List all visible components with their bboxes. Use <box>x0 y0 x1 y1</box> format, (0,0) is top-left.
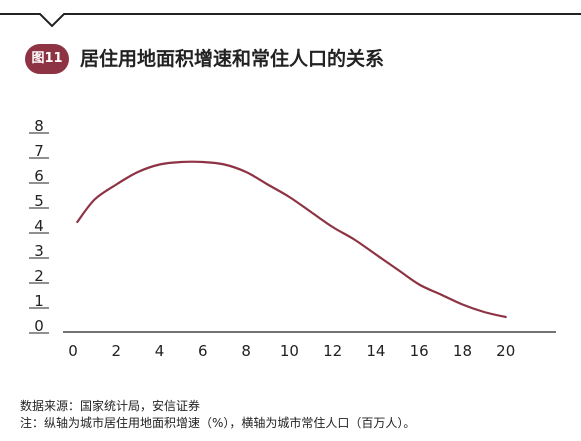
y-tick-label: 3 <box>34 242 44 260</box>
header-rule-line <box>0 13 581 28</box>
x-tick-label: 8 <box>241 342 251 360</box>
x-tick-label: 6 <box>198 342 208 360</box>
y-tick-label: 0 <box>34 317 44 335</box>
x-tick-label: 14 <box>366 342 385 360</box>
y-tick-label: 6 <box>34 167 44 185</box>
x-tick-label: 10 <box>280 342 299 360</box>
x-tick-label: 16 <box>410 342 429 360</box>
x-tick-label: 0 <box>68 342 78 360</box>
x-tick-label: 2 <box>111 342 121 360</box>
y-tick-label: 2 <box>34 267 44 285</box>
y-tick-label: 5 <box>34 192 44 210</box>
x-tick-label: 4 <box>155 342 165 360</box>
chart-title: 居住用地面积增速和常住人口的关系 <box>80 48 385 70</box>
y-tick-label: 4 <box>34 217 44 235</box>
figure-badge: 图11 <box>25 44 69 74</box>
x-tick-label: 12 <box>323 342 342 360</box>
y-tick-label: 1 <box>34 292 44 310</box>
y-tick-label: 7 <box>34 142 44 160</box>
series-line <box>76 160 507 319</box>
series-group <box>76 160 507 319</box>
y-tick-label: 8 <box>34 117 44 135</box>
notes: 数据来源：国家统计局，安信证券 注：纵轴为城市居住用地面积增速（%），横轴为城市… <box>20 398 415 432</box>
x-tick-label: 18 <box>453 342 472 360</box>
source-note: 数据来源：国家统计局，安信证券 <box>20 399 201 413</box>
footnote: 注：纵轴为城市居住用地面积增速（%），横轴为城市常住人口（百万人）。 <box>20 416 416 430</box>
header-rule <box>0 13 581 28</box>
x-axis: 0 2 4 6 8 10 12 14 16 18 20 <box>63 331 556 360</box>
x-tick-label: 20 <box>496 342 515 360</box>
y-axis: 0 1 2 3 4 5 6 7 8 <box>29 117 49 335</box>
